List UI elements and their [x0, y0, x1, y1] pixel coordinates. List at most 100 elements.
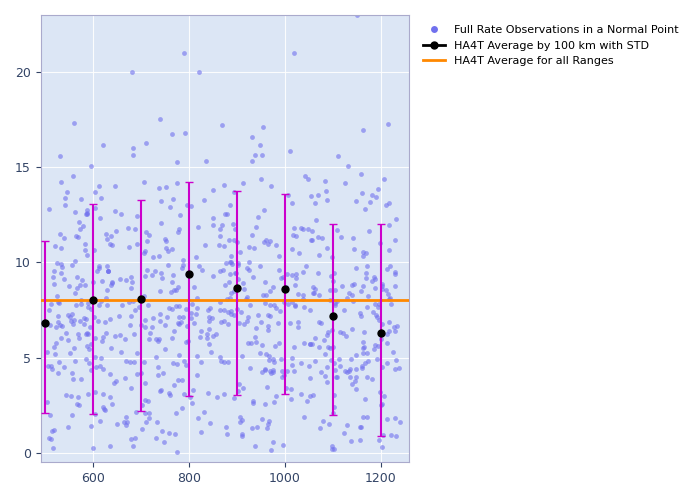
Point — [170, 302, 181, 310]
Point — [315, 319, 326, 327]
Point — [312, 190, 323, 198]
Point — [264, 352, 275, 360]
Point — [128, 152, 139, 160]
Point — [65, 392, 76, 400]
Point — [275, 356, 286, 364]
Point — [319, 372, 330, 380]
Point — [224, 278, 235, 286]
Point — [221, 430, 232, 438]
Point — [326, 442, 337, 450]
Point — [90, 388, 101, 396]
Point — [119, 374, 130, 382]
Point — [225, 252, 237, 260]
Point — [323, 344, 334, 351]
Point — [384, 318, 395, 326]
Point — [356, 364, 368, 372]
Point — [172, 376, 183, 384]
Point — [305, 192, 316, 200]
Point — [384, 262, 395, 270]
Point — [255, 262, 266, 270]
Point — [114, 331, 125, 339]
Point — [373, 436, 384, 444]
Point — [351, 384, 362, 392]
Point — [52, 298, 64, 306]
Point — [141, 237, 153, 245]
Point — [363, 292, 374, 300]
Point — [327, 409, 338, 417]
Point — [72, 273, 83, 281]
Point — [54, 358, 65, 366]
Point — [361, 413, 372, 421]
Point — [360, 269, 372, 277]
Point — [205, 419, 216, 427]
Point — [146, 323, 158, 331]
Point — [192, 352, 203, 360]
Point — [346, 281, 358, 289]
Point — [372, 304, 384, 312]
Point — [282, 300, 293, 308]
Point — [195, 358, 206, 366]
Point — [389, 365, 400, 373]
Point — [153, 184, 164, 192]
Point — [173, 225, 184, 233]
Point — [56, 262, 67, 270]
Point — [73, 401, 84, 409]
Point — [81, 210, 92, 218]
Point — [95, 354, 106, 362]
Point — [267, 368, 278, 376]
Point — [260, 350, 272, 358]
Point — [66, 318, 77, 326]
Point — [67, 375, 78, 383]
Point — [309, 334, 321, 342]
Point — [257, 341, 268, 349]
Point — [258, 123, 269, 131]
Point — [162, 248, 174, 256]
Point — [391, 215, 402, 223]
Point — [121, 418, 132, 426]
Point — [325, 296, 336, 304]
Point — [49, 343, 60, 351]
Point — [106, 240, 117, 248]
Point — [151, 418, 162, 426]
Point — [259, 238, 270, 246]
Point — [249, 244, 260, 252]
Point — [78, 320, 89, 328]
Point — [264, 417, 275, 425]
Point — [113, 312, 124, 320]
Point — [347, 234, 358, 242]
Point — [110, 228, 121, 235]
Point — [171, 360, 182, 368]
Point — [144, 231, 155, 239]
Point — [373, 342, 384, 349]
Point — [52, 318, 63, 326]
Point — [121, 422, 132, 430]
Point — [327, 253, 338, 261]
Point — [108, 379, 119, 387]
Point — [136, 402, 147, 409]
Point — [144, 336, 155, 344]
Point — [153, 252, 164, 260]
Point — [393, 364, 404, 372]
Point — [159, 321, 170, 329]
Point — [188, 386, 199, 394]
Point — [224, 201, 235, 209]
Point — [155, 198, 167, 205]
Point — [177, 256, 188, 264]
Point — [181, 362, 192, 370]
Point — [191, 371, 202, 379]
Point — [273, 252, 284, 260]
Point — [50, 323, 61, 331]
Point — [285, 318, 296, 326]
Point — [64, 282, 75, 290]
Point — [228, 394, 239, 402]
Point — [318, 336, 329, 344]
Point — [66, 262, 78, 270]
Point — [158, 438, 169, 446]
Point — [346, 325, 358, 333]
Point — [351, 196, 362, 204]
Point — [100, 329, 111, 337]
Point — [235, 308, 246, 316]
Point — [337, 328, 348, 336]
Point — [229, 311, 240, 319]
Point — [330, 302, 341, 310]
